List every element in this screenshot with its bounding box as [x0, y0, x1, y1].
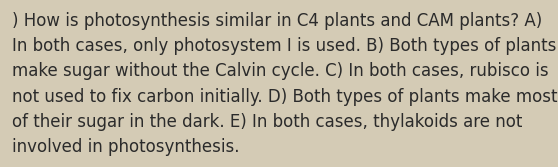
Text: ) How is photosynthesis similar in C4 plants and CAM plants? A)
In both cases, o: ) How is photosynthesis similar in C4 pl… — [12, 12, 558, 156]
